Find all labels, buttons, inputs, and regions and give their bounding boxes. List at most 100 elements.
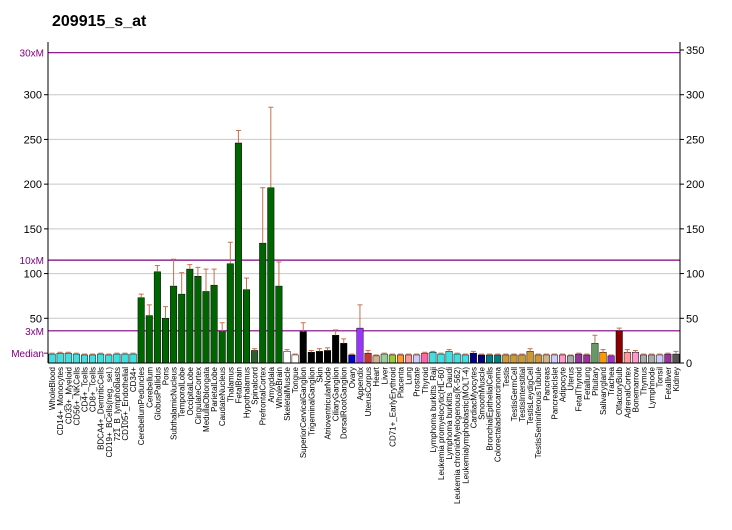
x-tick-label: CingulateCortex (194, 367, 203, 424)
y2-tick-label: 350 (686, 45, 704, 57)
bar (640, 354, 648, 364)
x-tick-label: AtrioventricularNode (324, 366, 333, 439)
x-tick-label: WholeBrain (275, 367, 284, 408)
x-tick-label: TrigeminalGanglion (307, 367, 316, 436)
x-tick-label: Lung (405, 367, 414, 385)
x-tick-label: TestisLeydigCell (526, 367, 535, 425)
y-tick-label: 250 (24, 134, 42, 146)
y-tick-label: 200 (24, 179, 42, 191)
x-tick-label: TestisGermCell (510, 367, 519, 421)
bar (291, 354, 299, 364)
x-tick-label: WholeBlood (48, 367, 57, 410)
x-tick-label: PancreaticIslet (550, 366, 559, 419)
bar (510, 354, 518, 364)
bar (567, 355, 575, 364)
x-tick-label: CerebellumPeduncles (137, 367, 146, 445)
bar (170, 285, 178, 364)
bar (202, 291, 210, 364)
bar (429, 352, 437, 364)
bar (372, 355, 380, 364)
x-tick-label: CD34+ (129, 367, 138, 392)
x-tick-label: Appendix (356, 367, 365, 400)
x-tick-label: CD4+_Tcells (80, 367, 89, 412)
y-tick-label: 50 (30, 313, 42, 325)
x-tick-label: SubthalamicNucleus (170, 367, 179, 440)
x-tick-label: Skin (315, 367, 324, 383)
x-tick-label: OccipitalLobe (186, 366, 195, 415)
bar (113, 353, 121, 364)
x-tick-label: Pituitary (591, 367, 600, 396)
x-tick-label: Lymphoma burkitts_Daudi (445, 367, 454, 460)
x-tick-label: Salivarygland (599, 367, 608, 415)
bar (153, 271, 161, 364)
x-tick-label: Liver (380, 367, 389, 385)
bar (259, 242, 267, 364)
bar (542, 354, 550, 364)
bar (631, 352, 639, 364)
x-tick-label: Hypothalamus (243, 367, 252, 418)
bar (502, 354, 510, 364)
bar (672, 353, 680, 364)
bar (559, 354, 567, 364)
x-tick-label: FetalThyroid (575, 367, 584, 411)
bar (97, 353, 105, 364)
x-tick-label: Fetallung (583, 367, 592, 400)
bar (413, 354, 421, 364)
bar (656, 354, 664, 364)
x-tick-label: Spinalcord (251, 367, 260, 405)
y2-tick-label: 0 (686, 358, 692, 370)
bar (356, 327, 364, 364)
bar (599, 352, 607, 364)
bar (64, 352, 72, 364)
reference-label: 30xM (20, 49, 44, 60)
bar (80, 354, 88, 364)
bar (445, 351, 453, 364)
x-tick-label: Uterus (567, 367, 576, 391)
bar (518, 354, 526, 364)
x-tick-label: UterusCorpus (364, 367, 373, 416)
bar (275, 285, 283, 364)
bar (178, 293, 186, 364)
x-tick-label: CaudateNucleus (218, 367, 227, 426)
bar (437, 353, 445, 364)
bar (89, 354, 97, 364)
x-tick-label: PrefrontalCortex (259, 367, 268, 425)
x-tick-label: Ovary (348, 367, 357, 388)
x-tick-label: BronchialEpithelialCells (486, 367, 495, 451)
bar (469, 352, 477, 364)
x-tick-label: CD19+_BCells(neg._sel.) (105, 367, 114, 458)
bar (315, 351, 323, 364)
bar (218, 331, 226, 364)
x-tick-label: CD56+_NKCells (72, 367, 81, 425)
bar (623, 352, 631, 364)
x-tick-label: Lymphnode (648, 366, 657, 408)
x-tick-label: 721_B_lymphoblasts (113, 367, 122, 441)
x-tick-label: Placenta (396, 366, 405, 398)
bar (550, 354, 558, 364)
x-tick-label: Fetalliver (664, 367, 673, 400)
bar (380, 353, 388, 364)
bar (234, 142, 242, 364)
reference-label: 10xM (20, 256, 44, 267)
bar (72, 353, 80, 364)
bar (121, 353, 129, 364)
x-tick-label: CD105+_Endothelial (121, 367, 130, 441)
x-tick-label: CD33+_Myeloid (64, 367, 73, 424)
bar (396, 354, 404, 364)
x-tick-label: CD14+_Monocytes (56, 367, 65, 435)
bar (591, 343, 599, 364)
x-tick-label: Adipocyte (559, 366, 568, 402)
y2-tick-label: 100 (686, 269, 704, 281)
x-tick-label: Cerebellum (145, 367, 154, 408)
x-tick-label: FetalBrain (234, 367, 243, 403)
x-tick-label: TestisSeminiferousTubule (534, 366, 543, 458)
bar (243, 289, 251, 364)
x-tick-label: Pons (161, 367, 170, 385)
bar (477, 354, 485, 364)
x-tick-label: Leukemia promyelocytic(HL-60) (437, 367, 446, 480)
x-tick-label: ParietalLobe (210, 366, 219, 411)
x-tick-label: Tongue (291, 366, 300, 393)
bar (324, 350, 332, 364)
x-tick-label: CD71+_EarlyErythroid (388, 367, 397, 447)
x-tick-label: Amygdala (267, 366, 276, 402)
